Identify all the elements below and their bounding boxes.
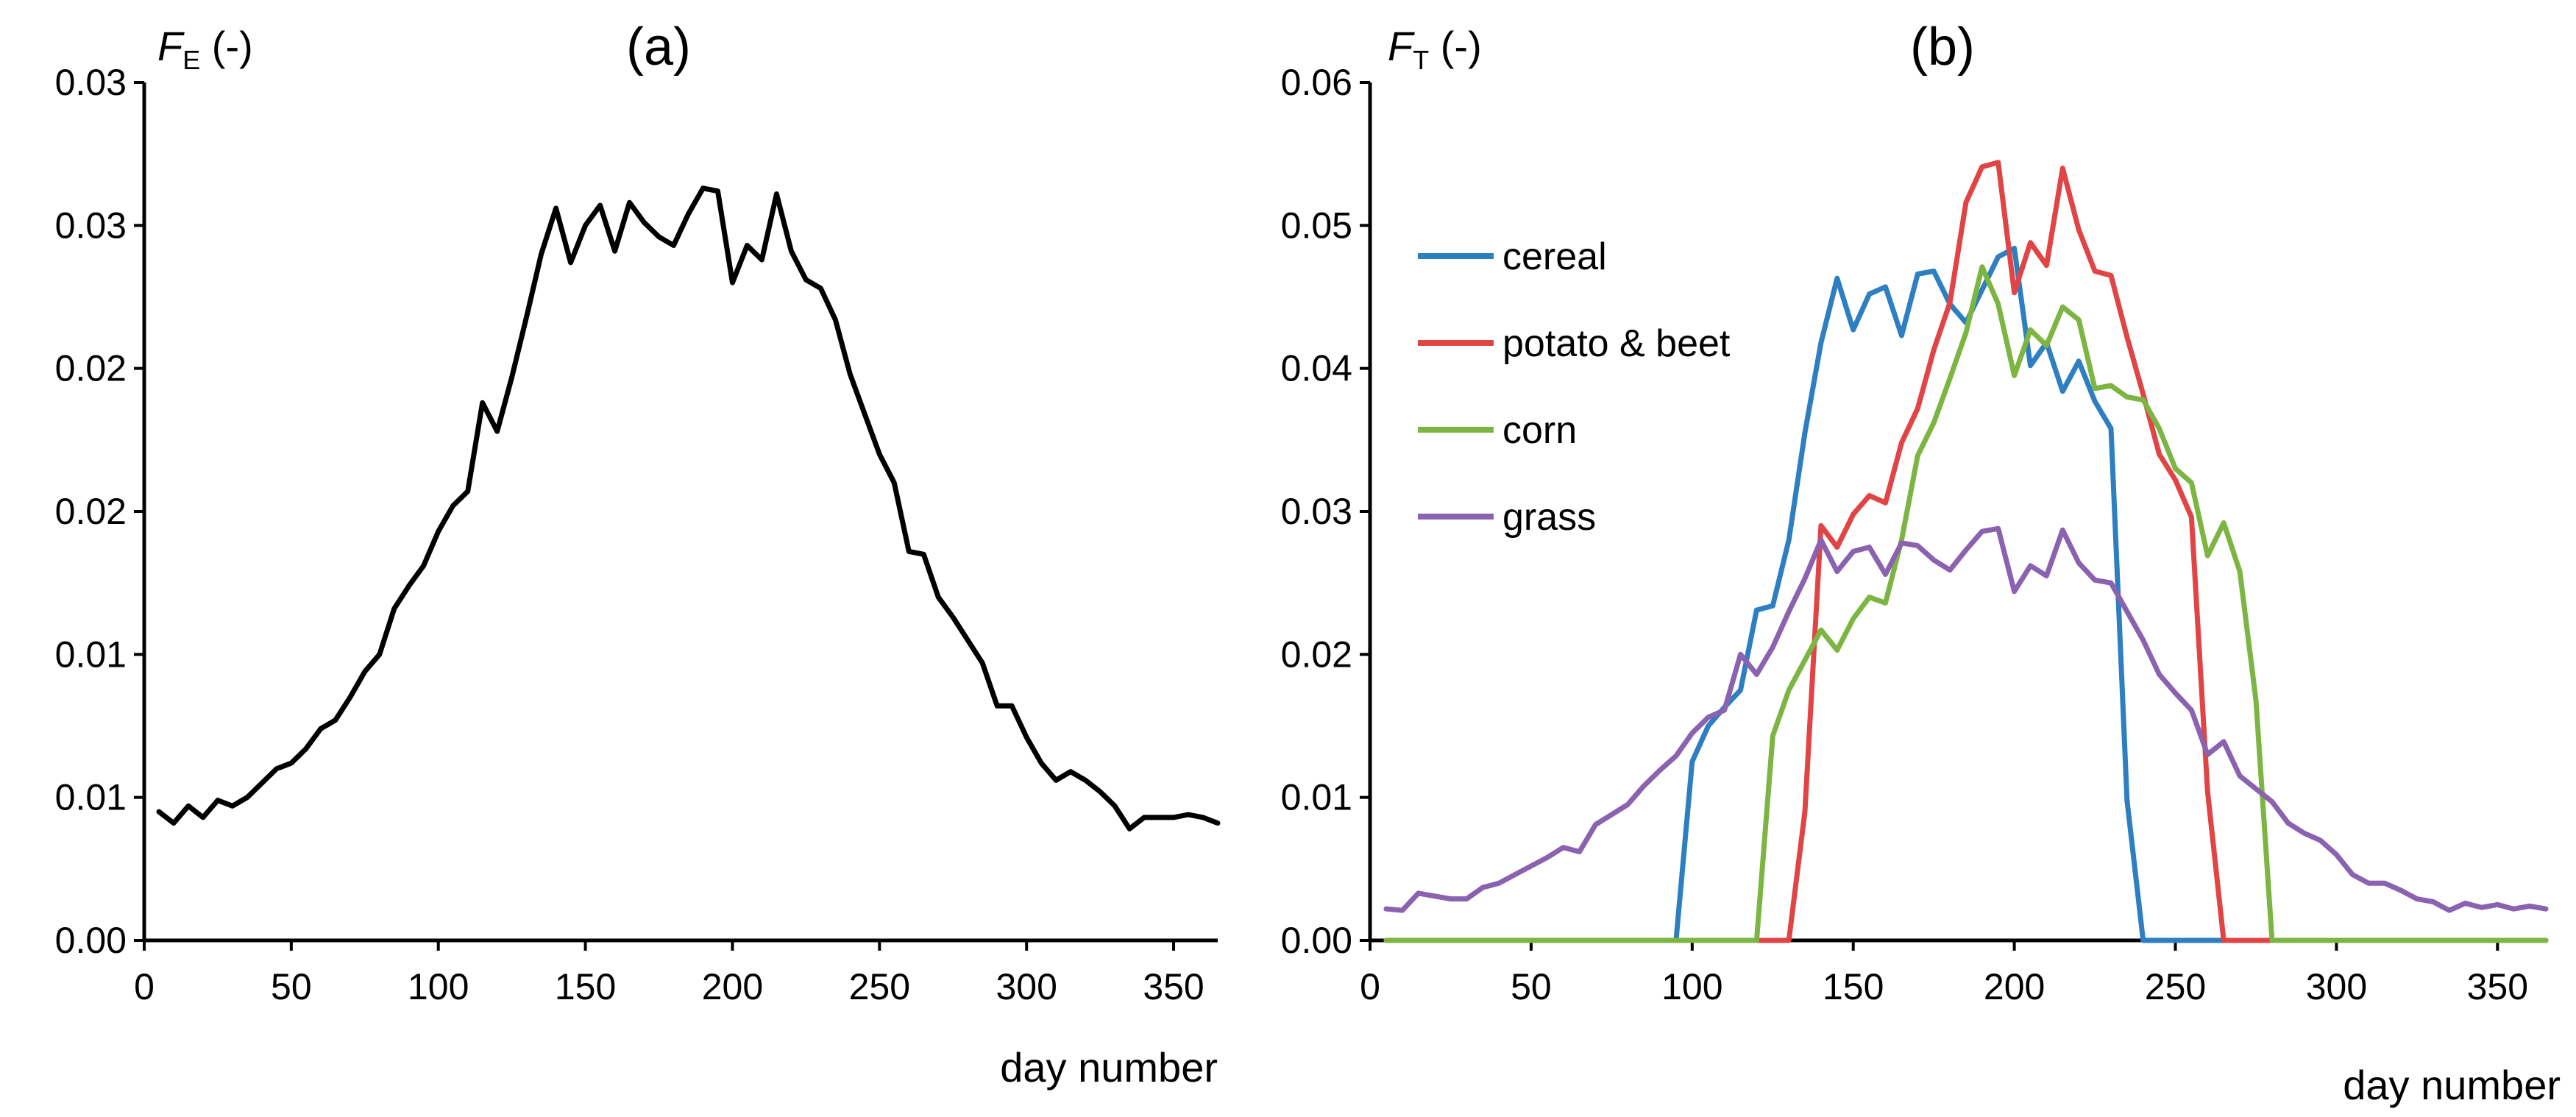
panel-b: 0.00 0.01 0.02 0.03 0.04 0.05 0.06 0 50 100 150 200… [1281, 18, 2561, 1108]
legend: cereal potato & beet corn grass [1418, 235, 1731, 539]
y-tick-label: 0.01 [55, 777, 127, 818]
legend-label: cereal [1502, 235, 1607, 278]
x-tick-label: 300 [996, 966, 1057, 1007]
x-tick-label: 0 [1360, 966, 1380, 1007]
legend-label: corn [1502, 409, 1577, 452]
y-tick-label: 0.00 [55, 920, 127, 961]
y-tick-label: 0.03 [1281, 491, 1352, 532]
x-tick-label: 0 [134, 966, 155, 1007]
series-line-corn [1383, 264, 2549, 943]
y-tick-label: 0.01 [1281, 777, 1352, 818]
y-tick-label: 0.02 [1281, 634, 1352, 675]
panel-title: (a) [626, 18, 691, 77]
x-tick-label: 300 [2306, 966, 2367, 1007]
x-tick-label: 50 [271, 966, 312, 1007]
y-axis-label: FT (-) [1388, 23, 1482, 75]
y-tick-label: 0.03 [55, 62, 127, 103]
legend-label: potato & beet [1502, 322, 1731, 365]
x-tick-label: 350 [2467, 966, 2528, 1007]
x-tick-label: 350 [1143, 966, 1204, 1007]
x-tick-label: 250 [849, 966, 910, 1007]
x-tick-label: 200 [1984, 966, 2045, 1007]
x-tick-label: 100 [1661, 966, 1722, 1007]
x-tick-label: 100 [408, 966, 469, 1007]
y-tick-label: 0.03 [55, 205, 127, 246]
panel-title: (b) [1910, 18, 1975, 77]
series-line-cereal [1383, 245, 2549, 943]
x-tick-label: 250 [2145, 966, 2206, 1007]
x-tick-label: 200 [702, 966, 763, 1007]
series-line-grass [1383, 525, 2549, 913]
y-axis-label: FE (-) [157, 23, 253, 75]
x-tick-label: 150 [1823, 966, 1884, 1007]
y-tick-label: 0.00 [1281, 920, 1352, 961]
legend-label: grass [1502, 496, 1596, 539]
panel-a: 0.00 0.01 0.01 0.02 0.02 0.03 0.03 0 50 100 150 200… [55, 18, 1221, 1091]
x-tick-label: 50 [1511, 966, 1552, 1007]
y-tick-label: 0.02 [55, 491, 127, 532]
x-tick-label: 150 [555, 966, 616, 1007]
y-tick-label: 0.02 [55, 348, 127, 389]
series-line-potato-beet [1383, 160, 2549, 943]
x-axis-label: day number [1000, 1044, 1218, 1091]
y-tick-label: 0.01 [55, 634, 127, 675]
y-tick-label: 0.05 [1281, 205, 1352, 246]
x-axis-label: day number [2343, 1062, 2561, 1108]
y-tick-label: 0.04 [1281, 348, 1352, 389]
y-tick-label: 0.06 [1281, 62, 1352, 103]
series-line [156, 185, 1221, 831]
